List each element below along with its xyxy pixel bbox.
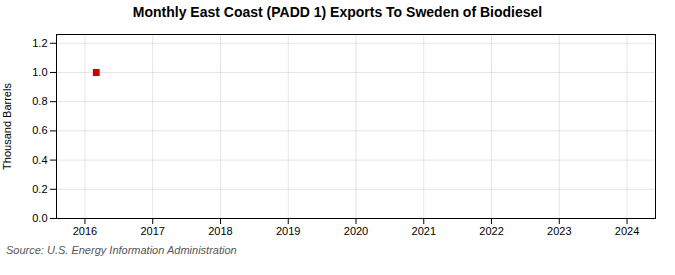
svg-text:2022: 2022 <box>479 225 503 237</box>
svg-text:2019: 2019 <box>276 225 300 237</box>
svg-text:1.0: 1.0 <box>32 66 47 78</box>
svg-text:2020: 2020 <box>344 225 368 237</box>
svg-text:0.8: 0.8 <box>32 95 47 107</box>
svg-text:0.2: 0.2 <box>32 183 47 195</box>
svg-text:2024: 2024 <box>615 225 639 237</box>
svg-text:2016: 2016 <box>73 225 97 237</box>
svg-text:2018: 2018 <box>208 225 232 237</box>
html-text:Source: U.S. Energy Informatio: Source: U.S. Energy Information Administ… <box>6 244 237 256</box>
svg-text:0.4: 0.4 <box>32 154 47 166</box>
svg-text:2017: 2017 <box>140 225 164 237</box>
svg-text:0.6: 0.6 <box>32 124 47 136</box>
svg-text:2021: 2021 <box>412 225 436 237</box>
svg-text:2023: 2023 <box>547 225 571 237</box>
svg-text:1.2: 1.2 <box>32 37 47 49</box>
svg-text:0.0: 0.0 <box>32 212 47 224</box>
svg-text:Thousand Barrels: Thousand Barrels <box>1 83 13 170</box>
html-text:Monthly East Coast (PADD 1) Ex: Monthly East Coast (PADD 1) Exports To S… <box>132 4 543 20</box>
